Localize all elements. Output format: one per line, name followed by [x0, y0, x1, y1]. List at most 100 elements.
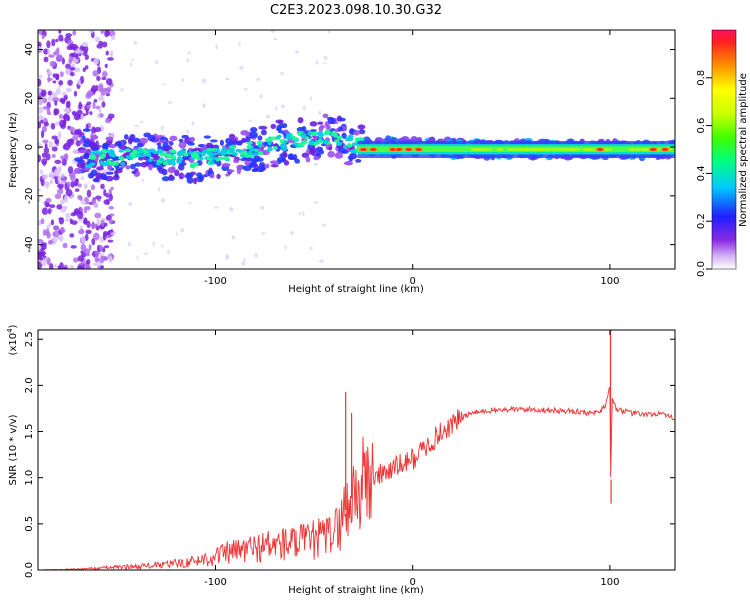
ridge-cell	[311, 131, 318, 137]
hot-spot-core	[405, 148, 412, 151]
noise-speck	[40, 242, 47, 247]
noise-speck	[104, 63, 108, 69]
ridge-cell	[195, 151, 202, 155]
noise-speck	[54, 193, 62, 200]
halo-cell	[178, 172, 185, 180]
noise-speck	[46, 112, 52, 116]
snr-xlabel: Height of straight line (km)	[288, 585, 424, 596]
noise-speck	[77, 50, 85, 54]
noise-speck	[52, 92, 58, 98]
halo-cell	[80, 161, 87, 169]
noise-speck	[54, 159, 62, 165]
noise-speck	[201, 78, 207, 84]
halo-cell	[90, 134, 99, 140]
noise-speck	[68, 138, 74, 143]
stream-peak	[522, 148, 531, 151]
ridge-cell	[286, 132, 293, 137]
halo-cell	[337, 117, 346, 122]
noise-speck	[105, 192, 109, 198]
halo-cell	[88, 172, 95, 179]
noise-speck	[85, 93, 92, 100]
halo-cell	[313, 155, 320, 161]
noise-speck	[96, 75, 101, 82]
noise-speck	[49, 262, 54, 269]
noise-speck	[80, 199, 86, 205]
halo-cell	[94, 177, 99, 182]
hot-spot-core	[360, 148, 367, 151]
noise-speck	[83, 183, 88, 190]
noise-speck	[86, 101, 92, 106]
noise-speck	[239, 65, 244, 70]
halo-cell	[309, 121, 318, 127]
stream-peak	[573, 148, 582, 151]
noise-speck	[310, 96, 313, 101]
noise-speck	[47, 76, 51, 83]
ridge-cell	[187, 151, 194, 155]
ridge-cell	[342, 144, 348, 149]
ridge-cell	[183, 152, 189, 157]
noise-speck	[180, 228, 185, 233]
noise-speck	[45, 181, 49, 189]
ridge-cell	[279, 143, 287, 149]
noise-speck	[67, 166, 74, 174]
noise-speck	[81, 236, 86, 243]
noise-speck	[78, 101, 82, 110]
halo-cell	[189, 136, 196, 142]
ridge-cell	[279, 138, 285, 144]
noise-speck	[106, 234, 112, 239]
stream-peak	[588, 148, 597, 151]
noise-speck	[38, 121, 42, 129]
noise-speck	[100, 183, 105, 190]
halo-cell	[108, 144, 117, 149]
noise-speck	[319, 259, 324, 264]
noise-speck	[61, 92, 67, 96]
stream-peak	[480, 148, 489, 151]
noise-speck	[98, 245, 104, 251]
noise-speck	[167, 101, 173, 104]
halo-cell	[256, 157, 264, 162]
noise-speck	[110, 186, 114, 191]
noise-speck	[95, 195, 102, 200]
halo-cell	[219, 139, 224, 146]
noise-speck	[63, 142, 71, 151]
noise-speck	[63, 107, 71, 113]
snr-y-tick-label: 2.5	[24, 331, 35, 347]
noise-speck	[86, 258, 91, 265]
noise-speck	[82, 67, 86, 73]
noise-speck	[98, 83, 104, 91]
ridge-cell	[336, 141, 343, 146]
ridge-cell	[193, 154, 200, 159]
noise-speck	[100, 30, 105, 34]
stream-peak	[495, 148, 504, 151]
halo-cell	[197, 174, 205, 181]
page-title: C2E3.2023.098.10.30.G32	[270, 3, 442, 18]
halo-cell	[301, 126, 307, 132]
noise-speck	[96, 218, 101, 226]
noise-speck	[50, 219, 55, 226]
noise-speck	[65, 188, 73, 197]
noise-speck	[103, 188, 107, 197]
halo-cell	[297, 117, 304, 124]
halo-cell	[269, 160, 279, 165]
halo-cell	[197, 143, 206, 148]
stream-peak	[506, 148, 515, 151]
halo-cell	[294, 158, 301, 164]
halo-cell	[162, 142, 169, 149]
snr-ylabel: SNR (10 * v/v)	[8, 414, 19, 485]
halo-cell	[147, 134, 156, 142]
noise-speck	[284, 245, 287, 250]
noise-speck	[295, 50, 299, 54]
halo-cell	[279, 124, 285, 129]
noise-speck	[313, 201, 319, 204]
noise-speck	[41, 34, 45, 40]
noise-speck	[39, 169, 44, 175]
noise-speck	[152, 241, 155, 246]
halo-cell	[264, 163, 270, 169]
snr-exponent-label: (x104)	[6, 324, 19, 355]
halo-cell	[185, 173, 194, 178]
halo-cell	[102, 175, 108, 181]
noise-speck	[77, 194, 83, 200]
noise-speck	[225, 256, 229, 260]
ridge-cell	[228, 148, 234, 154]
noise-speck	[231, 235, 236, 240]
